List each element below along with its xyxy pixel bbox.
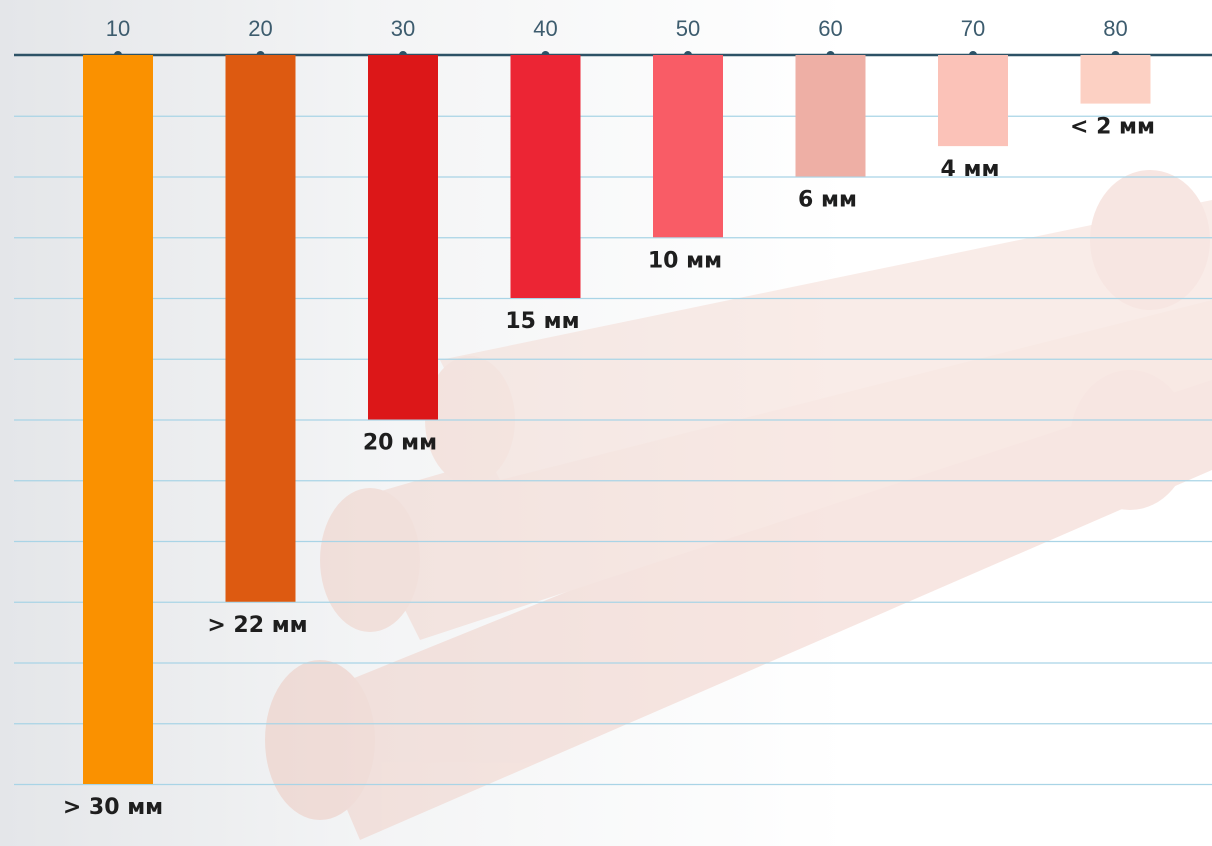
tick-label-40: 40 [533,16,557,41]
bar-60 [795,55,866,177]
bar-30 [368,55,438,420]
bar-label-10: > 30 мм [63,795,163,820]
bar-label-20: > 22 мм [207,613,307,638]
bar-40 [510,55,581,298]
bar-label-70: 4 мм [941,157,1000,182]
bar-50 [653,55,723,238]
bar-label-30: 20 мм [363,431,437,456]
bar-labels: > 30 мм > 22 мм 20 мм 15 мм 10 мм 6 мм 4 мм < 2… [63,115,1155,820]
gridlines [14,115,1212,786]
bar-70 [938,55,1008,147]
x-axis [14,51,1212,59]
bars [83,55,1151,784]
tick-label-20: 20 [248,16,272,41]
bar-20 [225,55,296,602]
tick-label-60: 60 [818,16,842,41]
tick-label-70: 70 [961,16,985,41]
bar-label-60: 6 мм [798,188,857,213]
tick-label-80: 80 [1103,16,1127,41]
tick-labels: 10 20 30 40 50 60 70 80 [106,16,1128,41]
bar-label-50: 10 мм [648,248,722,273]
bar-10 [83,55,153,784]
tick-label-50: 50 [676,16,700,41]
bar-80 [1080,55,1151,104]
bar-label-80: < 2 мм [1070,115,1155,140]
tick-label-10: 10 [106,16,130,41]
tick-label-30: 30 [391,16,415,41]
bar-label-40: 15 мм [505,309,579,334]
muscle-fiber-bundle-illustration [265,170,1212,840]
